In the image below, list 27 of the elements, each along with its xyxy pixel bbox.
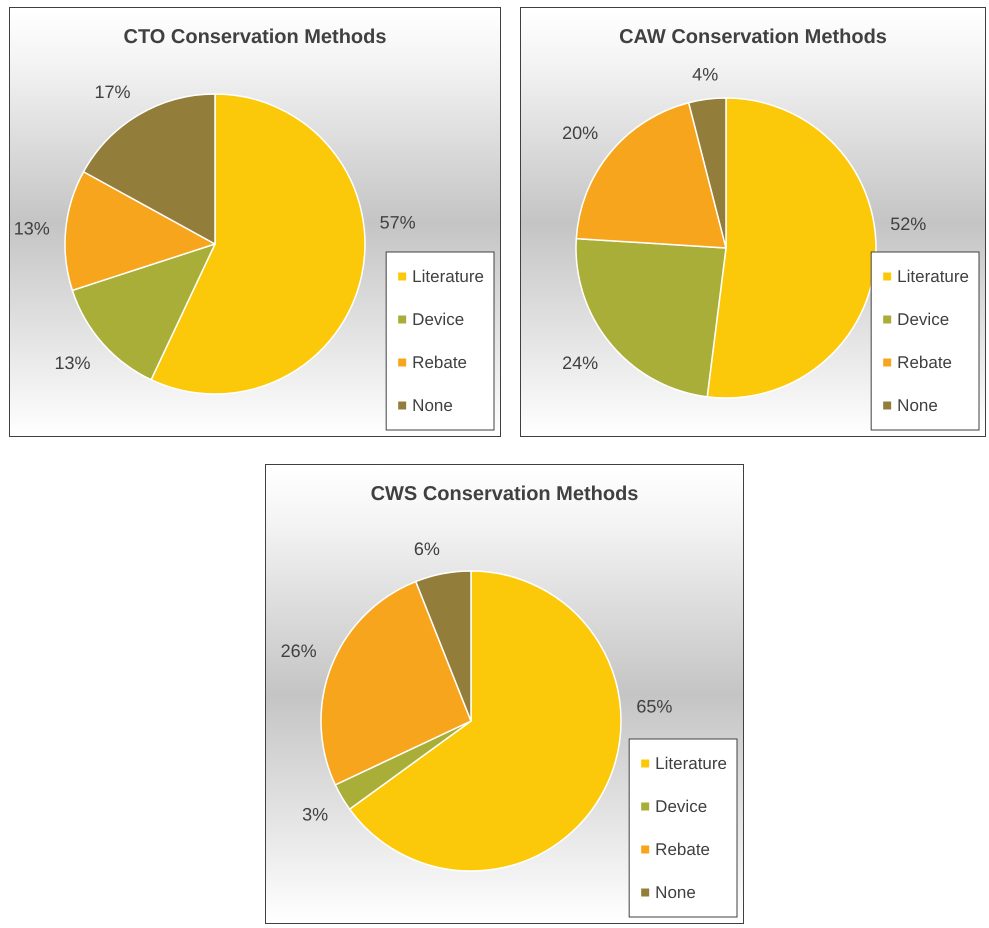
data-label: 20% (562, 123, 598, 144)
legend-label: Rebate (655, 840, 710, 859)
legend-label: None (897, 396, 938, 415)
legend-label: Rebate (897, 353, 952, 372)
chart-title: CAW Conservation Methods (619, 26, 887, 48)
legend-label: Literature (412, 267, 484, 286)
data-label: 57% (380, 212, 416, 233)
data-label: 3% (302, 804, 328, 824)
chart-title: CTO Conservation Methods (124, 26, 386, 48)
data-label: 13% (54, 352, 90, 373)
legend-label: Rebate (412, 353, 468, 372)
legend-label: Device (412, 310, 464, 329)
data-label: 13% (14, 218, 50, 238)
chart-title: CWS Conservation Methods (370, 483, 638, 505)
data-label: 17% (94, 82, 131, 102)
legend-label: Device (897, 310, 950, 329)
data-label: 65% (636, 696, 672, 717)
legend-label: None (412, 396, 453, 415)
data-label: 52% (890, 214, 926, 234)
legend-label: None (655, 883, 696, 902)
data-label: 26% (280, 640, 317, 661)
data-label: 24% (562, 352, 598, 373)
data-label: 4% (692, 64, 718, 84)
data-label: 6% (414, 538, 440, 559)
legend-label: Literature (655, 754, 728, 773)
legend-label: Literature (897, 267, 970, 286)
legend-label: Device (655, 797, 708, 816)
